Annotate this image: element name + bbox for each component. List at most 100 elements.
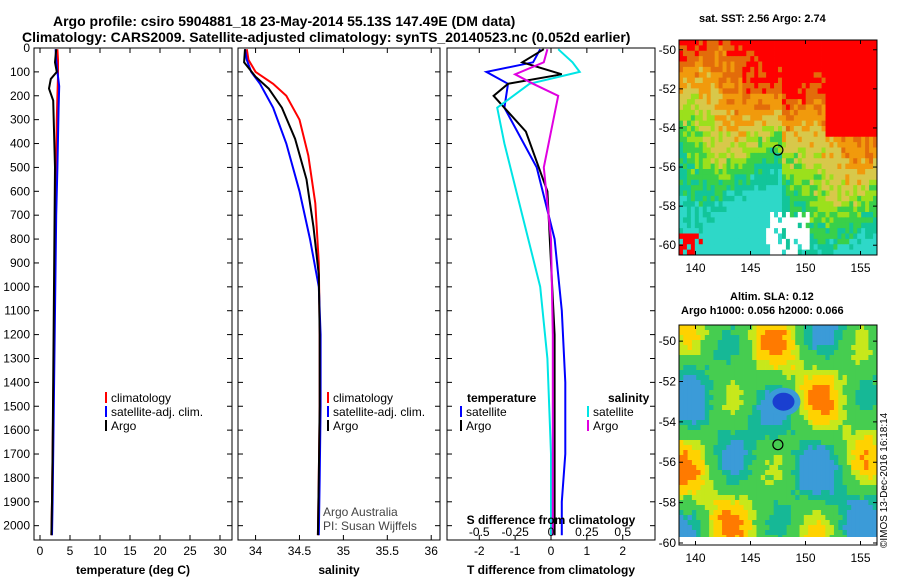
sst-heatmap-cell [730, 244, 735, 251]
sst-heatmap-cell [714, 61, 719, 68]
sst-heatmap-cell [857, 228, 862, 234]
sst-heatmap-cell [845, 201, 850, 208]
sst-heatmap-cell [758, 40, 763, 46]
sst-heatmap-cell [841, 233, 846, 240]
sla-heatmap-cell [700, 335, 706, 341]
sst-heatmap-cell [698, 222, 704, 229]
sst-heatmap-cell [774, 93, 779, 100]
sst-heatmap-cell [726, 45, 731, 52]
sst-heatmap-cell [754, 83, 759, 89]
sla-heatmap-cell [838, 470, 843, 476]
sla-heatmap-cell [778, 485, 783, 491]
sla-heatmap-cell [821, 440, 826, 446]
sla-heatmap-cell [859, 415, 865, 421]
sla-heatmap-cell [803, 455, 809, 461]
sst-heatmap-cell [845, 233, 850, 240]
sla-heatmap-cell [722, 360, 727, 366]
sst-heatmap-cell [805, 201, 811, 208]
sst-heatmap-cell [853, 83, 858, 89]
sst-heatmap-cell [734, 147, 739, 154]
sla-heatmap-cell [760, 505, 766, 511]
sla-heatmap-cell [704, 355, 710, 361]
sla-heatmap-cell [734, 510, 740, 516]
sst-heatmap-cell [686, 195, 692, 202]
sst-heatmap-cell [726, 158, 731, 165]
sst-heatmap-cell [726, 83, 731, 89]
sla-heatmap-cell [829, 530, 835, 536]
sla-heatmap-cell [734, 385, 740, 391]
sst-heatmap-cell [694, 93, 700, 100]
sst-heatmap-cell [781, 120, 787, 127]
sla-heatmap-cell [851, 440, 856, 446]
sla-heatmap-cell [722, 380, 727, 386]
sla-heatmap-cell [851, 460, 856, 466]
sst-heatmap-cell [841, 147, 846, 154]
sst-heatmap-cell [754, 152, 759, 159]
sla-heatmap-cell [726, 455, 732, 461]
sst-heatmap-cell [805, 142, 811, 148]
sst-heatmap-cell [813, 201, 818, 208]
sst-heatmap-cell [857, 174, 862, 181]
sst-heatmap-cell [857, 206, 862, 213]
sst-heatmap-cell [825, 136, 830, 143]
sla-heatmap-cell [687, 365, 693, 371]
sla-heatmap-cell [752, 530, 757, 536]
sst-heatmap-cell [778, 40, 783, 46]
sla-heatmap-cell [730, 450, 736, 456]
sla-heatmap-cell [769, 410, 775, 416]
sla-heatmap-cell [833, 325, 839, 331]
sla-heatmap-cell [730, 440, 736, 446]
sst-heatmap-cell [686, 174, 692, 181]
sst-heatmap-cell [833, 83, 838, 89]
sla-heatmap-cell [816, 445, 822, 451]
sla-heatmap-cell [808, 500, 813, 506]
sst-heatmap-cell [746, 228, 751, 234]
sla-xtick-label: 145 [740, 551, 760, 565]
sst-heatmap-cell [778, 190, 783, 197]
sla-heatmap-cell [696, 355, 701, 361]
sst-heatmap-cell [857, 72, 862, 79]
sla-heatmap-cell [683, 495, 688, 501]
sst-heatmap-cell [738, 136, 743, 143]
sst-heatmap-cell [758, 195, 763, 202]
sla-heatmap-cell [795, 385, 800, 391]
sst-heatmap-cell [718, 195, 723, 202]
sla-heatmap-cell [739, 495, 744, 501]
sla-heatmap-cell [679, 360, 684, 366]
sst-heatmap-cell [809, 238, 815, 245]
sla-heatmap-cell [846, 370, 852, 376]
sst-heatmap-cell [821, 163, 826, 170]
sst-heatmap-cell [746, 56, 751, 62]
sst-heatmap-cell [679, 61, 684, 68]
sst-heatmap-cell [845, 244, 850, 251]
sla-heatmap-cell [734, 440, 740, 446]
sst-heatmap-cell [750, 238, 755, 245]
sla-heatmap-cell [842, 415, 848, 421]
sst-heatmap-cell [849, 88, 854, 95]
sla-heatmap-cell [816, 410, 822, 416]
sst-heatmap-cell [797, 45, 803, 52]
sst-heatmap-cell [785, 249, 791, 256]
sst-heatmap-cell [793, 56, 799, 62]
sst-heatmap-cell [785, 115, 791, 122]
sst-heatmap-cell [686, 104, 692, 111]
sla-heatmap-cell [752, 400, 757, 406]
sst-heatmap-cell [821, 217, 826, 224]
sla-heatmap-cell [833, 520, 839, 526]
sst-heatmap-cell [793, 217, 799, 224]
sst-heatmap-cell [682, 195, 688, 202]
sst-heatmap-cell [778, 206, 783, 213]
sst-heatmap-cell [845, 163, 850, 170]
sla-heatmap-cell [730, 380, 736, 386]
sla-heatmap-cell [799, 515, 805, 521]
sla-heatmap-cell [700, 430, 706, 436]
sst-heatmap-cell [758, 136, 763, 143]
sla-heatmap-cell [799, 410, 805, 416]
sst-heatmap-cell [853, 152, 858, 159]
sst-heatmap-cell [845, 50, 850, 57]
sla-heatmap-cell [743, 490, 749, 496]
sst-heatmap-cell [738, 88, 743, 95]
sla-heatmap-cell [726, 510, 732, 516]
sst-heatmap-cell [682, 83, 688, 89]
sst-heatmap-cell [778, 99, 783, 105]
